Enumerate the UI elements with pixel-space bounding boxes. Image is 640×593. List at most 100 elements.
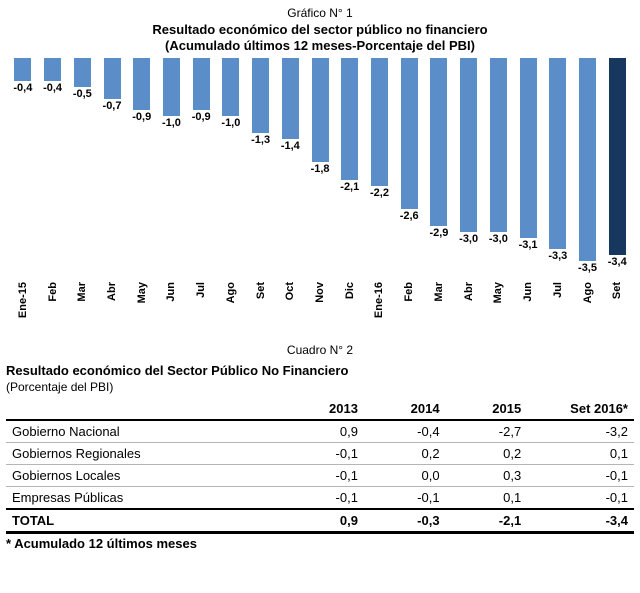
- bar-chart: -0,4 -0,4 -0,5 -0,7 -0,9 -1,0 -0,9 -1,0 -1,3 -1,4…: [6, 58, 634, 280]
- x-axis-tick-label: Abr: [462, 282, 475, 301]
- x-axis-tick: Dic: [335, 282, 365, 334]
- x-axis-tick: Jun: [157, 282, 187, 334]
- bar: [192, 58, 210, 110]
- table-row: TOTAL 0,9 -0,3 -2,1 -3,4: [6, 508, 634, 534]
- x-axis-tick-label: Abr: [106, 282, 119, 301]
- bar: [14, 58, 32, 81]
- table-title: Resultado económico del Sector Público N…: [6, 363, 349, 378]
- bar-value-label: -3,0: [459, 233, 479, 245]
- bar-value-label: -0,4: [43, 82, 63, 94]
- bar-value-label: -2,9: [429, 227, 449, 239]
- bar: [460, 58, 478, 232]
- table-row: Gobiernos Locales -0,1 0,0 0,3 -0,1: [6, 464, 634, 487]
- bar-value-label: -1,3: [251, 134, 271, 146]
- x-axis-tick: Feb: [394, 282, 424, 334]
- bar: [311, 58, 329, 162]
- x-axis-tick: Abr: [454, 282, 484, 334]
- row-value: -0,1: [527, 464, 634, 487]
- row-value: 0,3: [445, 464, 528, 487]
- x-axis-tick-label: Mar: [76, 282, 89, 302]
- table-footnote: * Acumulado 12 últimos meses: [6, 536, 197, 551]
- bar: [519, 58, 537, 238]
- bar-column: -3,1: [513, 58, 543, 251]
- bar-value-label: -0,5: [72, 88, 92, 100]
- table-column-header: 2013: [282, 398, 364, 421]
- row-value: 0,9: [282, 420, 364, 443]
- data-table: 2013 2014 2015 Set 2016* Gobierno Nacional 0…: [6, 398, 634, 534]
- x-axis-tick: Set: [246, 282, 276, 334]
- x-axis-tick-label: Dic: [343, 282, 356, 300]
- table-row: Gobiernos Regionales -0,1 0,2 0,2 0,1: [6, 442, 634, 465]
- bar-value-label: -0,9: [132, 111, 152, 123]
- row-label: Gobiernos Locales: [6, 464, 283, 487]
- x-axis-tick: Feb: [38, 282, 68, 334]
- table-header-row: 2013 2014 2015 Set 2016*: [6, 398, 634, 421]
- bar-value-label: -3,0: [488, 233, 508, 245]
- x-axis-tick: May: [484, 282, 514, 334]
- table-subtitle: (Porcentaje del PBI): [6, 380, 114, 394]
- x-axis-tick-label: Feb: [403, 282, 416, 302]
- bar: [44, 58, 62, 81]
- x-axis-tick: Nov: [305, 282, 335, 334]
- bar: [341, 58, 359, 180]
- row-value: 0,1: [527, 442, 634, 465]
- bar-value-label: -3,3: [548, 250, 568, 262]
- bar-column: -0,5: [67, 58, 97, 100]
- bar-column: -3,0: [454, 58, 484, 245]
- x-axis-tick: Ene-15: [8, 282, 38, 334]
- bar: [400, 58, 418, 209]
- x-axis-tick-label: Ago: [224, 282, 237, 304]
- x-axis-tick-label: Oct: [284, 282, 297, 301]
- x-axis-tick-label: Ene-16: [373, 282, 386, 319]
- row-value: -0,1: [282, 464, 364, 487]
- row-value: -2,7: [445, 420, 528, 443]
- table-column-header: 2014: [363, 398, 446, 421]
- bar: [103, 58, 121, 99]
- bar-value-label: -3,4: [607, 256, 627, 268]
- chart-header: Gráfico N° 1 Resultado económico del sec…: [6, 5, 634, 54]
- bar-column: -2,6: [394, 58, 424, 222]
- x-axis-tick-label: May: [135, 282, 148, 304]
- bar-column: -1,0: [157, 58, 187, 129]
- bar-column: -3,4: [602, 58, 632, 268]
- row-value: -0,3: [363, 508, 446, 534]
- row-value: 0,0: [363, 464, 446, 487]
- row-value: 0,1: [445, 486, 528, 510]
- bar-value-label: -1,4: [280, 140, 300, 152]
- table-number: Cuadro N° 2: [286, 343, 354, 357]
- bar-value-label: -1,0: [161, 117, 181, 129]
- bar-value-label: -3,5: [578, 262, 597, 274]
- row-value: -3,4: [527, 508, 634, 534]
- x-axis-tick: Jun: [513, 282, 543, 334]
- table-row: Empresas Públicas -0,1 -0,1 0,1 -0,1: [6, 486, 634, 510]
- x-axis-tick: Abr: [97, 282, 127, 334]
- bar-column: -2,9: [424, 58, 454, 239]
- bar-column: -3,5: [573, 58, 603, 274]
- bar-column: -0,9: [127, 58, 157, 123]
- bar: [162, 58, 180, 116]
- bar-column: -0,9: [186, 58, 216, 123]
- bar-column: -3,0: [484, 58, 514, 245]
- bar-column: -1,8: [305, 58, 335, 175]
- bar: [549, 58, 567, 249]
- bar-value-label: -2,6: [399, 210, 419, 222]
- bar: [608, 58, 626, 255]
- bar-column: -1,0: [216, 58, 246, 129]
- bar-value-label: -3,1: [518, 239, 538, 251]
- x-axis: Ene-15 Feb Mar Abr May Jun Jul Ago Set Oct Nov Dic E…: [6, 282, 634, 334]
- bar: [73, 58, 91, 87]
- x-axis-tick-label: Ago: [581, 282, 594, 304]
- table-row: Gobierno Nacional 0,9 -0,4 -2,7 -3,2: [6, 420, 634, 443]
- bar: [430, 58, 448, 226]
- bar: [222, 58, 240, 116]
- x-axis-tick-label: Ene-15: [16, 282, 29, 319]
- table-column-header: [6, 398, 283, 421]
- x-axis-tick: May: [127, 282, 157, 334]
- bar-column: -0,7: [97, 58, 127, 112]
- x-axis-tick-label: Jun: [522, 282, 535, 302]
- x-axis-tick-label: Jul: [551, 282, 564, 298]
- x-axis-tick-label: Jul: [195, 282, 208, 298]
- table-section: Cuadro N° 2 Resultado económico del Sect…: [6, 342, 634, 551]
- bar: [579, 58, 597, 261]
